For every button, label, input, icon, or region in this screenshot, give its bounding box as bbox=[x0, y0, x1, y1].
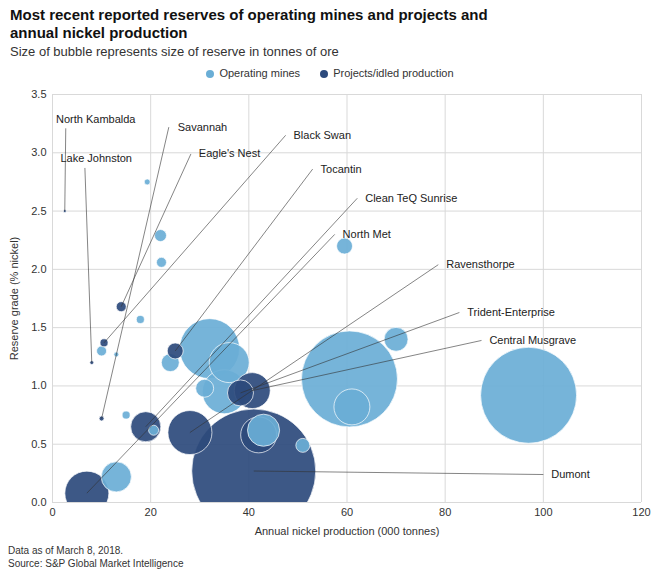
html-text:Size of bubble represents size: Size of bubble represents size of reserv… bbox=[10, 44, 339, 59]
svg-text:20: 20 bbox=[145, 506, 157, 518]
svg-text:100: 100 bbox=[534, 506, 552, 518]
svg-text:Dumont: Dumont bbox=[551, 468, 590, 480]
svg-text:0.5: 0.5 bbox=[31, 438, 46, 450]
html-text:Operating mines: Operating mines bbox=[219, 67, 301, 79]
svg-text:North Met: North Met bbox=[343, 228, 391, 240]
html-text:Most recent reported reserves: Most recent reported reserves of operati… bbox=[10, 6, 488, 41]
svg-text:0.0: 0.0 bbox=[31, 496, 46, 508]
svg-text:80: 80 bbox=[439, 506, 451, 518]
svg-text:Eagle's Nest: Eagle's Nest bbox=[199, 147, 260, 159]
svg-text:3.5: 3.5 bbox=[31, 88, 46, 100]
svg-text:120: 120 bbox=[632, 506, 650, 518]
svg-text:2.5: 2.5 bbox=[31, 205, 46, 217]
svg-text:Clean TeQ Sunrise: Clean TeQ Sunrise bbox=[365, 192, 457, 204]
svg-text:1.5: 1.5 bbox=[31, 321, 46, 333]
svg-text:Tocantin: Tocantin bbox=[321, 163, 362, 175]
html-text:Projects/idled production: Projects/idled production bbox=[333, 67, 454, 79]
svg-text:Central Musgrave: Central Musgrave bbox=[489, 334, 576, 346]
svg-text:North Kambalda: North Kambalda bbox=[56, 113, 136, 125]
svg-text:Black Swan: Black Swan bbox=[294, 129, 351, 141]
svg-text:Savannah: Savannah bbox=[178, 121, 228, 133]
svg-text:40: 40 bbox=[243, 506, 255, 518]
svg-text:60: 60 bbox=[341, 506, 353, 518]
svg-text:Annual nickel production (000: Annual nickel production (000 tonnes) bbox=[255, 525, 440, 537]
svg-text:3.0: 3.0 bbox=[31, 146, 46, 158]
html-text:Source: S&P Global Market Inte: Source: S&P Global Market Intelligence bbox=[8, 558, 184, 569]
svg-text:2.0: 2.0 bbox=[31, 263, 46, 275]
svg-text:Trident-Enterprise: Trident-Enterprise bbox=[467, 306, 555, 318]
svg-text:Reserve grade (% nickel): Reserve grade (% nickel) bbox=[8, 237, 20, 361]
html-text:Data as of March 8, 2018.: Data as of March 8, 2018. bbox=[8, 545, 124, 556]
svg-text:1.0: 1.0 bbox=[31, 379, 46, 391]
svg-text:Ravensthorpe: Ravensthorpe bbox=[446, 258, 515, 270]
svg-text:Lake Johnston: Lake Johnston bbox=[60, 152, 132, 164]
svg-text:0: 0 bbox=[49, 506, 55, 518]
